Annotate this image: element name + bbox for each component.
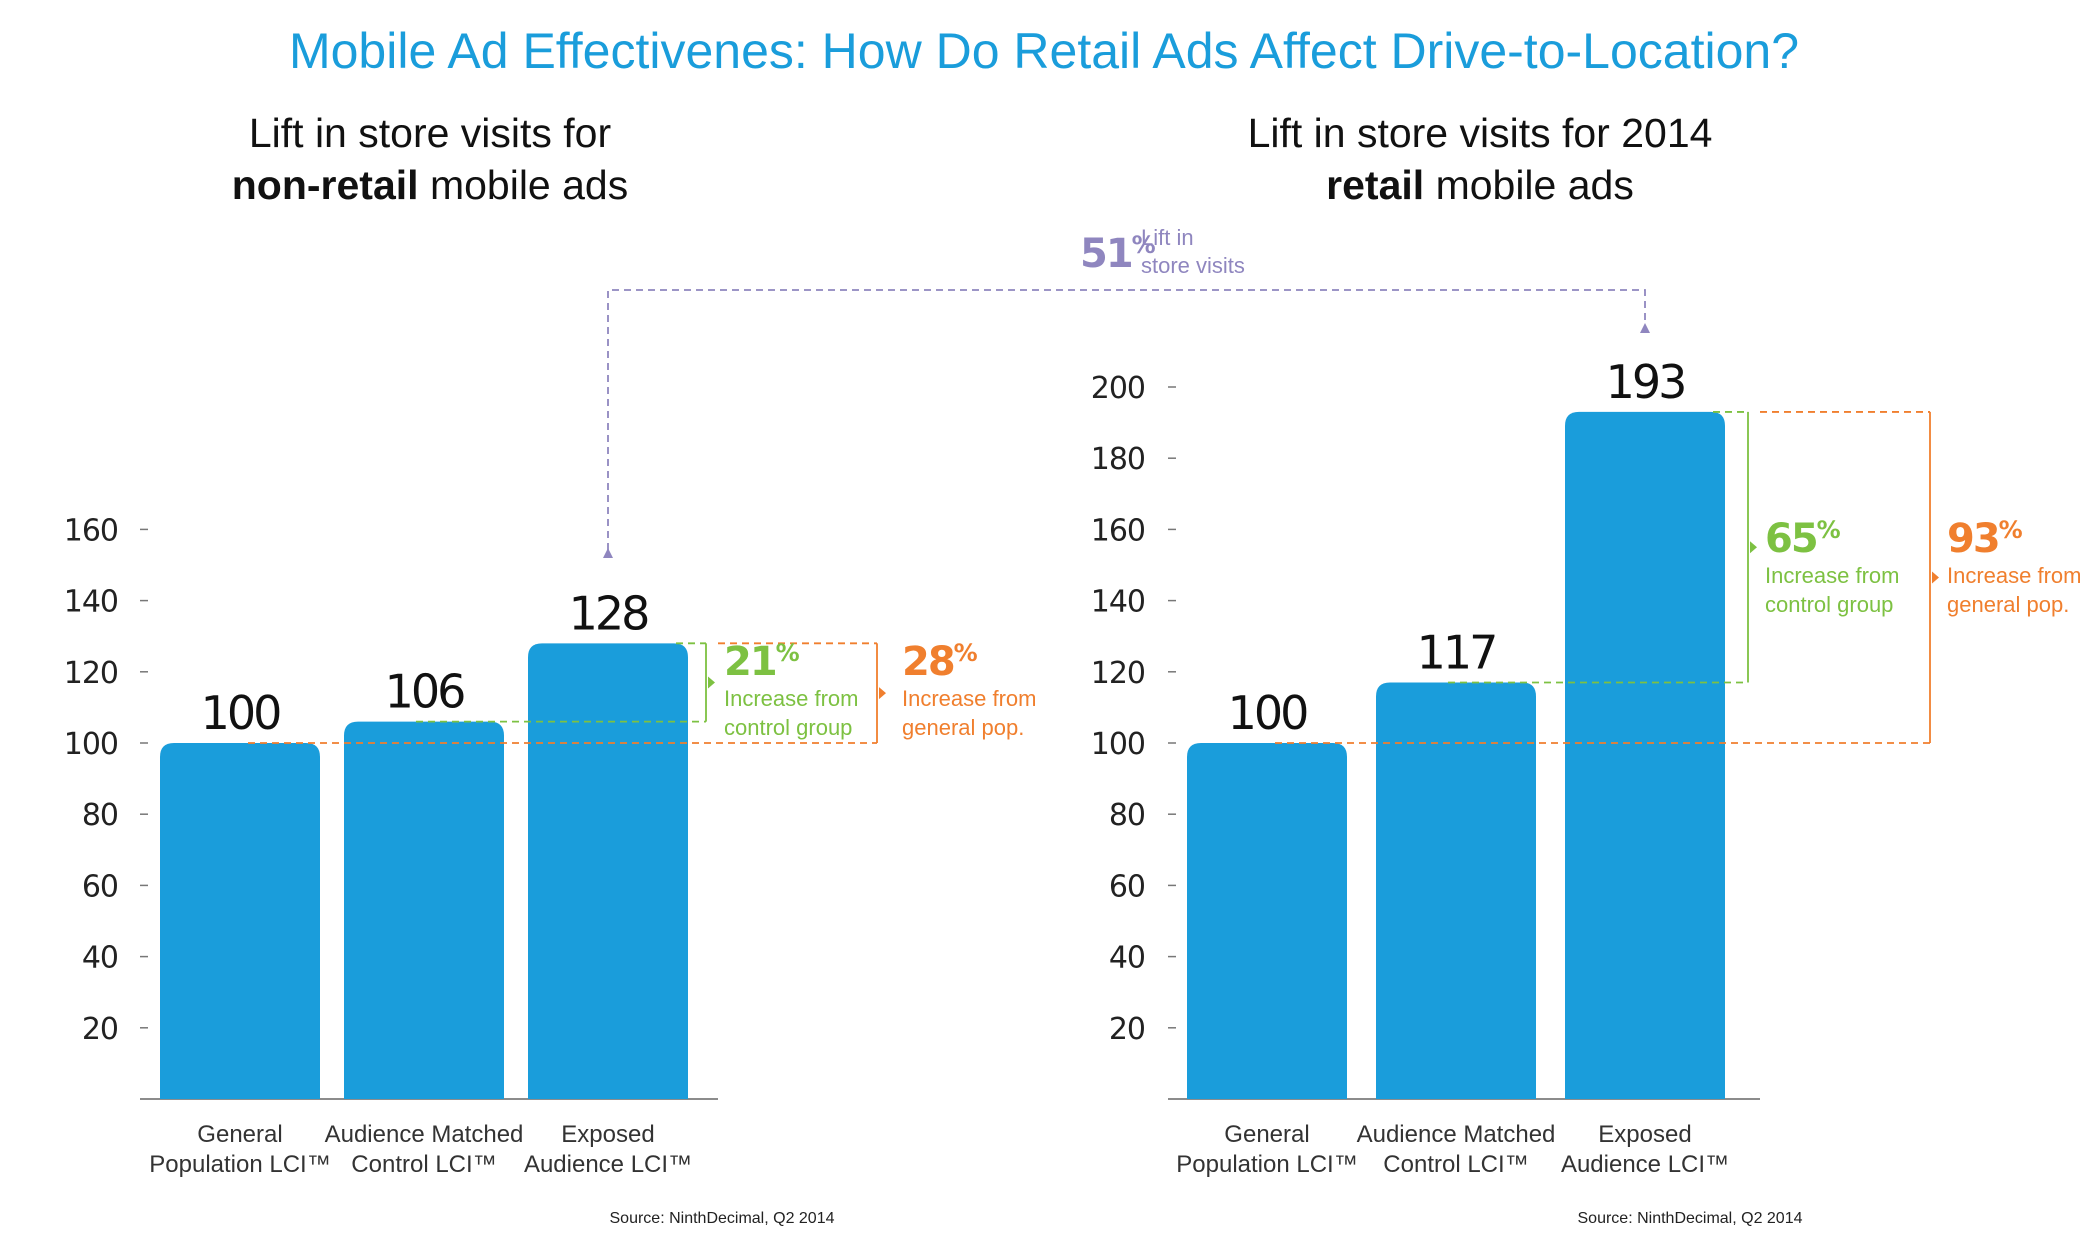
y-tick-label: 160 [64, 513, 118, 548]
y-tick-label: 120 [64, 656, 118, 691]
y-tick-label: 80 [1109, 798, 1145, 833]
category-label-line1: Exposed [561, 1121, 654, 1148]
y-tick-label: 60 [1109, 869, 1145, 904]
orange-arrow [1932, 571, 1939, 584]
right-subtitle-line1: Lift in store visits for 2014 [1247, 110, 1713, 156]
orange-arrow [879, 687, 886, 700]
y-tick-label: 120 [1091, 656, 1145, 691]
value-label: 100 [201, 686, 281, 740]
green-line1: Increase from [1765, 563, 1900, 588]
right-subtitle-rest: mobile ads [1435, 162, 1634, 208]
left-subtitle-bold: non-retail [231, 162, 419, 208]
chart-non-retail: 20 40 60 80 100 120 140 160 100 General Population… [64, 513, 1037, 1227]
y-tick-label: 160 [1091, 513, 1145, 548]
y-tick-label: 20 [82, 1012, 118, 1047]
bar [1565, 411, 1725, 1099]
green-pct: 21% [724, 639, 800, 685]
bar [528, 643, 688, 1099]
category-label-line2: Control LCI™ [351, 1151, 496, 1178]
source-note: Source: NinthDecimal, Q2 2014 [610, 1210, 835, 1227]
value-label: 117 [1417, 625, 1496, 679]
y-tick-label: 60 [82, 869, 118, 904]
green-arrow [1750, 541, 1757, 554]
green-line2: control group [724, 715, 852, 740]
category-label-line1: Audience Matched [1357, 1121, 1556, 1148]
left-chart-subtitle: Lift in store visits for non-retail mobi… [200, 107, 660, 211]
y-tick-label: 40 [82, 941, 118, 976]
category-label-line2: Population LCI™ [149, 1151, 330, 1178]
orange-pct-sign: % [1999, 516, 2023, 544]
bar [1187, 743, 1347, 1099]
connector-arrow-right [1640, 323, 1650, 333]
orange-line1: Increase from [902, 686, 1037, 711]
category-label-line1: Audience Matched [325, 1121, 524, 1148]
green-line1: Increase from [724, 686, 859, 711]
y-tick-label: 200 [1091, 371, 1145, 406]
value-label: 100 [1228, 686, 1308, 740]
right-chart-subtitle: Lift in store visits for 2014 retail mob… [1220, 107, 1740, 211]
source-note: Source: NinthDecimal, Q2 2014 [1578, 1210, 1803, 1227]
value-label: 128 [569, 586, 649, 640]
connector-line [607, 289, 1646, 550]
orange-pct: 28% [902, 639, 978, 685]
green-pct-sign: % [776, 639, 800, 667]
y-tick-label: 80 [82, 798, 118, 833]
bar [1376, 682, 1536, 1099]
connector-arrow-left [603, 548, 613, 558]
category-label-line1: General [1224, 1121, 1309, 1148]
y-tick-label: 100 [1091, 727, 1145, 762]
left-subtitle-rest: mobile ads [429, 162, 629, 208]
category-label-line1: Exposed [1598, 1121, 1691, 1148]
category-label-line2: Audience LCI™ [524, 1151, 692, 1178]
value-label: 193 [1606, 355, 1685, 409]
chart-retail: 20 40 60 80 100 120 140 160 180 200 100 General Popu… [1091, 355, 2082, 1227]
orange-pct-sign: % [954, 639, 978, 667]
orange-line1: Increase from [1947, 563, 2082, 588]
bar [160, 743, 320, 1099]
green-line2: control group [1765, 592, 1893, 617]
y-tick-label: 20 [1109, 1012, 1145, 1047]
y-tick-label: 140 [64, 585, 118, 620]
category-label-line2: Population LCI™ [1176, 1151, 1357, 1178]
orange-line2: general pop. [1947, 592, 2069, 617]
connector-line2: store visits [1141, 253, 1245, 278]
y-tick-label: 180 [1091, 442, 1145, 477]
right-subtitle-bold: retail [1326, 162, 1425, 208]
green-arrow [708, 676, 715, 689]
bar [344, 721, 504, 1099]
main-title: Mobile Ad Effectivenes: How Do Retail Ad… [288, 23, 1800, 79]
y-tick-label: 100 [64, 727, 118, 762]
category-label-line1: General [197, 1121, 282, 1148]
category-label-line2: Control LCI™ [1383, 1151, 1528, 1178]
orange-pct: 93% [1947, 516, 2023, 562]
y-tick-label: 140 [1091, 585, 1145, 620]
connector-pct-sign: % [1132, 231, 1156, 259]
y-tick-label: 40 [1109, 941, 1145, 976]
orange-line2: general pop. [902, 715, 1024, 740]
left-subtitle-line1: Lift in store visits for [248, 110, 612, 156]
green-pct: 65% [1765, 516, 1841, 562]
connector-line1: Lift in [1141, 225, 1194, 250]
value-label: 106 [385, 665, 465, 719]
category-label-line2: Audience LCI™ [1561, 1151, 1729, 1178]
green-pct-sign: % [1817, 516, 1841, 544]
